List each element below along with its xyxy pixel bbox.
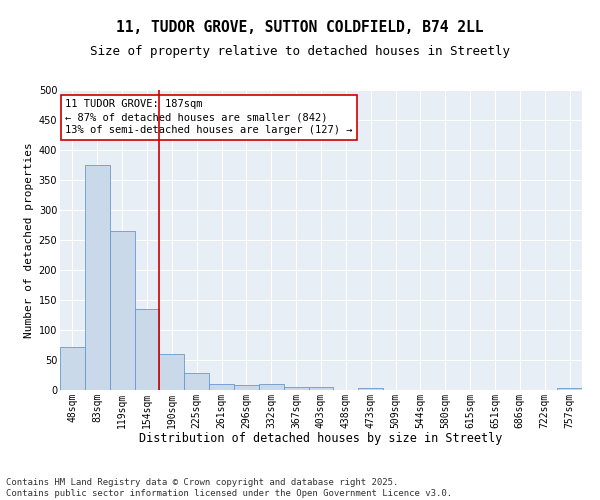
Bar [85, 165, 110, 390]
Bar [234, 385, 259, 390]
Bar [184, 373, 209, 390]
Text: Size of property relative to detached houses in Streetly: Size of property relative to detached ho… [90, 45, 510, 58]
Bar [60, 347, 85, 390]
Bar [110, 231, 134, 390]
Bar [209, 384, 234, 390]
Text: 11, TUDOR GROVE, SUTTON COLDFIELD, B74 2LL: 11, TUDOR GROVE, SUTTON COLDFIELD, B74 2… [116, 20, 484, 35]
Bar [259, 384, 284, 390]
Bar [160, 354, 184, 390]
Bar [284, 387, 308, 390]
Text: 11 TUDOR GROVE: 187sqm
← 87% of detached houses are smaller (842)
13% of semi-de: 11 TUDOR GROVE: 187sqm ← 87% of detached… [65, 99, 353, 136]
Bar [358, 388, 383, 390]
Bar [308, 387, 334, 390]
X-axis label: Distribution of detached houses by size in Streetly: Distribution of detached houses by size … [139, 432, 503, 445]
Bar [557, 388, 582, 390]
Y-axis label: Number of detached properties: Number of detached properties [25, 142, 34, 338]
Text: Contains HM Land Registry data © Crown copyright and database right 2025.
Contai: Contains HM Land Registry data © Crown c… [6, 478, 452, 498]
Bar [134, 309, 160, 390]
